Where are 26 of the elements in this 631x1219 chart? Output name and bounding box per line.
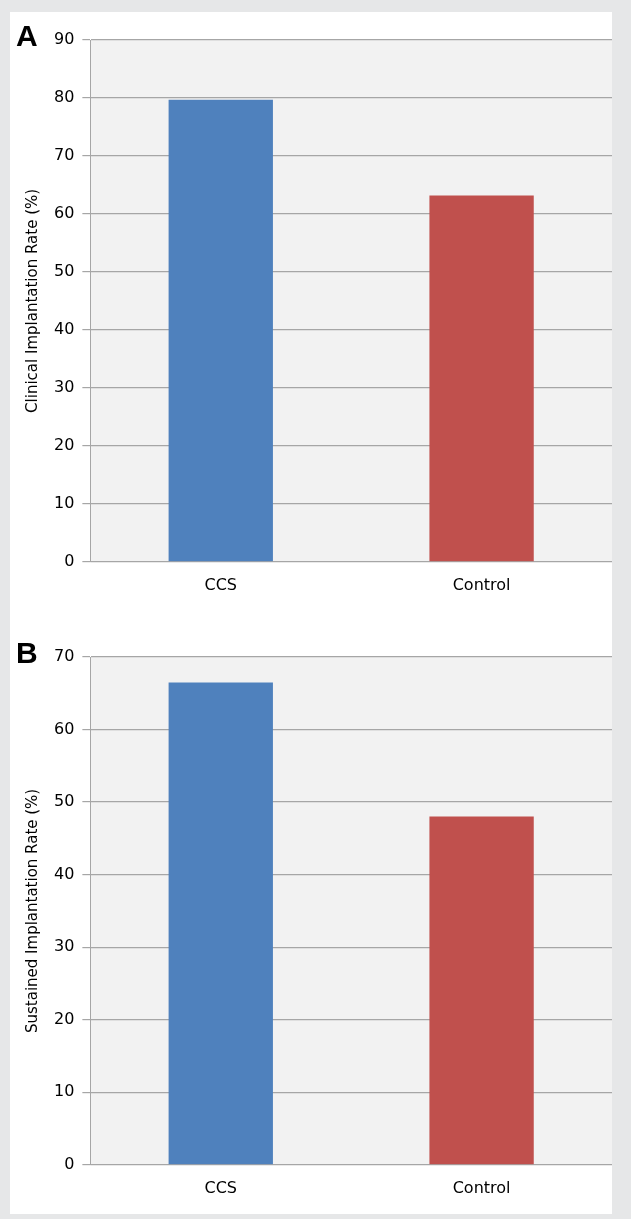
y-tick-label: 40 — [54, 319, 75, 339]
y-tick-label: 0 — [64, 1153, 75, 1173]
y-tick-label: 80 — [54, 87, 75, 107]
chart-title: B — [16, 636, 38, 670]
x-tick-label: CCS — [204, 574, 238, 594]
chart-title: A — [16, 19, 38, 53]
y-tick-label: 10 — [54, 1081, 75, 1101]
x-tick-label: Control — [452, 574, 511, 594]
y-tick-label: 30 — [54, 377, 75, 397]
y-tick-label: 30 — [54, 936, 75, 956]
y-tick-label: 70 — [54, 646, 75, 666]
y-tick-label: 60 — [54, 203, 75, 223]
x-tick-label: CCS — [204, 1177, 238, 1197]
y-tick-label: 20 — [54, 435, 75, 454]
y-tick-label: 10 — [54, 492, 75, 512]
y-tick-label: 90 — [54, 29, 75, 49]
y-tick-label: 20 — [54, 1008, 75, 1028]
y-axis-title: Clinical Implantation Rate (%) — [22, 188, 41, 413]
y-tick-label: 0 — [64, 550, 75, 570]
y-tick-label: 50 — [54, 791, 75, 811]
y-axis-title: Sustained Implantation Rate (%) — [22, 788, 41, 1034]
y-tick-label: 70 — [54, 145, 75, 165]
y-tick-label: 40 — [54, 863, 75, 883]
x-tick-label: Control — [452, 1177, 511, 1197]
y-tick-label: 60 — [54, 718, 75, 738]
y-tick-label: 50 — [54, 261, 75, 281]
